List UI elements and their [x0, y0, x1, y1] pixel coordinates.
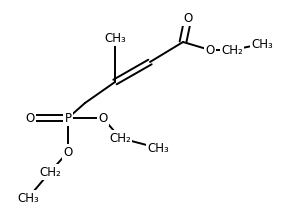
Text: P: P	[64, 111, 72, 124]
Text: O: O	[183, 12, 193, 25]
Text: CH₂: CH₂	[39, 166, 61, 178]
Text: O: O	[205, 44, 215, 57]
Text: O: O	[98, 111, 108, 124]
Text: CH₃: CH₃	[104, 32, 126, 44]
Text: CH₂: CH₂	[109, 131, 131, 145]
Text: CH₂: CH₂	[221, 44, 243, 57]
Text: O: O	[63, 145, 73, 159]
Text: CH₃: CH₃	[251, 37, 273, 51]
Text: O: O	[25, 111, 34, 124]
Text: CH₃: CH₃	[147, 141, 169, 154]
Text: CH₃: CH₃	[17, 191, 39, 205]
